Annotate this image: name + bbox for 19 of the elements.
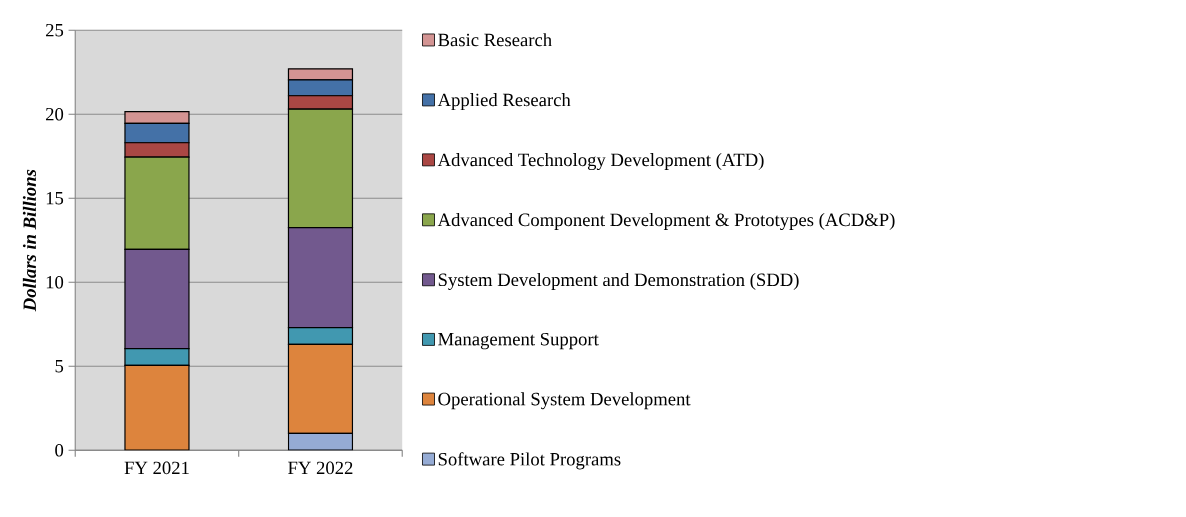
bar <box>124 364 190 451</box>
y-tick-label: 5 <box>55 359 64 373</box>
legend-label: Operational System Development <box>438 392 691 410</box>
x-tick-label: FY 2022 <box>288 461 353 475</box>
legend-label: Management Support <box>438 332 599 350</box>
legend-label: Advanced Component Development & Prototypes (ACD&P) <box>437 212 895 230</box>
legend-label: Advanced Technology Development (ATD) <box>437 153 764 171</box>
legend-label: System Development and Demonstration (SDD) <box>438 272 799 290</box>
x-tick-label: FY 2021 <box>124 461 189 475</box>
y-tick-label: 15 <box>46 191 64 205</box>
y-tick-label: 10 <box>46 275 64 289</box>
y-tick-label: 25 <box>45 23 64 37</box>
bar <box>287 343 354 434</box>
y-tick-label: 20 <box>45 107 64 121</box>
legend-label: Software Pilot Programs <box>438 452 621 470</box>
legend-label: Applied Research <box>437 93 571 111</box>
legend-label: Basic Research <box>438 33 552 47</box>
y-tick-label: 0 <box>55 443 64 457</box>
y-axis-title: Dollars in Billions <box>22 169 37 312</box>
